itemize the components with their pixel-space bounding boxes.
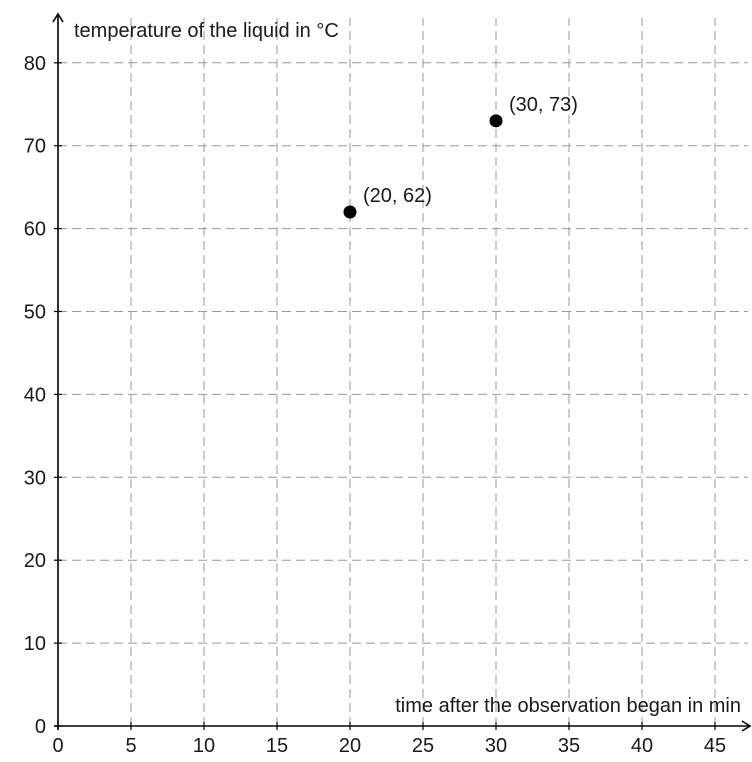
- y-tick-label-40: 40: [24, 384, 46, 406]
- y-tick-label-70: 70: [24, 136, 46, 158]
- y-ticks: 0 10 20 30 40 50 60 70 80: [24, 53, 62, 738]
- data-points: (20, 62) (30, 73): [343, 94, 578, 219]
- y-tick-label-10: 10: [24, 633, 46, 655]
- x-axis-arrow: [741, 720, 752, 732]
- x-axis-title: time after the observation began in min: [395, 695, 741, 717]
- y-tick-label-0: 0: [35, 716, 46, 738]
- data-point-1: [343, 205, 357, 219]
- y-tick-label-30: 30: [24, 467, 46, 489]
- grid: [58, 18, 748, 726]
- x-tick-label-45: 45: [704, 735, 726, 757]
- data-point-label-2: (30, 73): [509, 94, 578, 116]
- x-tick-label-40: 40: [631, 735, 653, 757]
- y-tick-label-60: 60: [24, 219, 46, 241]
- x-tick-label-20: 20: [339, 735, 361, 757]
- data-point-2: [489, 114, 503, 128]
- axes: [52, 12, 752, 732]
- y-tick-label-80: 80: [24, 53, 46, 75]
- data-point-label-1: (20, 62): [363, 185, 432, 207]
- x-tick-label-25: 25: [412, 735, 434, 757]
- y-tick-label-20: 20: [24, 550, 46, 572]
- x-tick-label-35: 35: [558, 735, 580, 757]
- x-tick-label-30: 30: [485, 735, 507, 757]
- y-axis-title: temperature of the liquid in °C: [74, 20, 339, 42]
- y-axis-arrow: [52, 12, 64, 23]
- x-ticks: 0 5 10 15 20 25 30 35 40 45: [52, 722, 726, 757]
- x-tick-label-0: 0: [52, 735, 63, 757]
- x-tick-label-15: 15: [266, 735, 288, 757]
- x-tick-label-10: 10: [193, 735, 215, 757]
- y-tick-label-50: 50: [24, 302, 46, 324]
- x-tick-label-5: 5: [125, 735, 136, 757]
